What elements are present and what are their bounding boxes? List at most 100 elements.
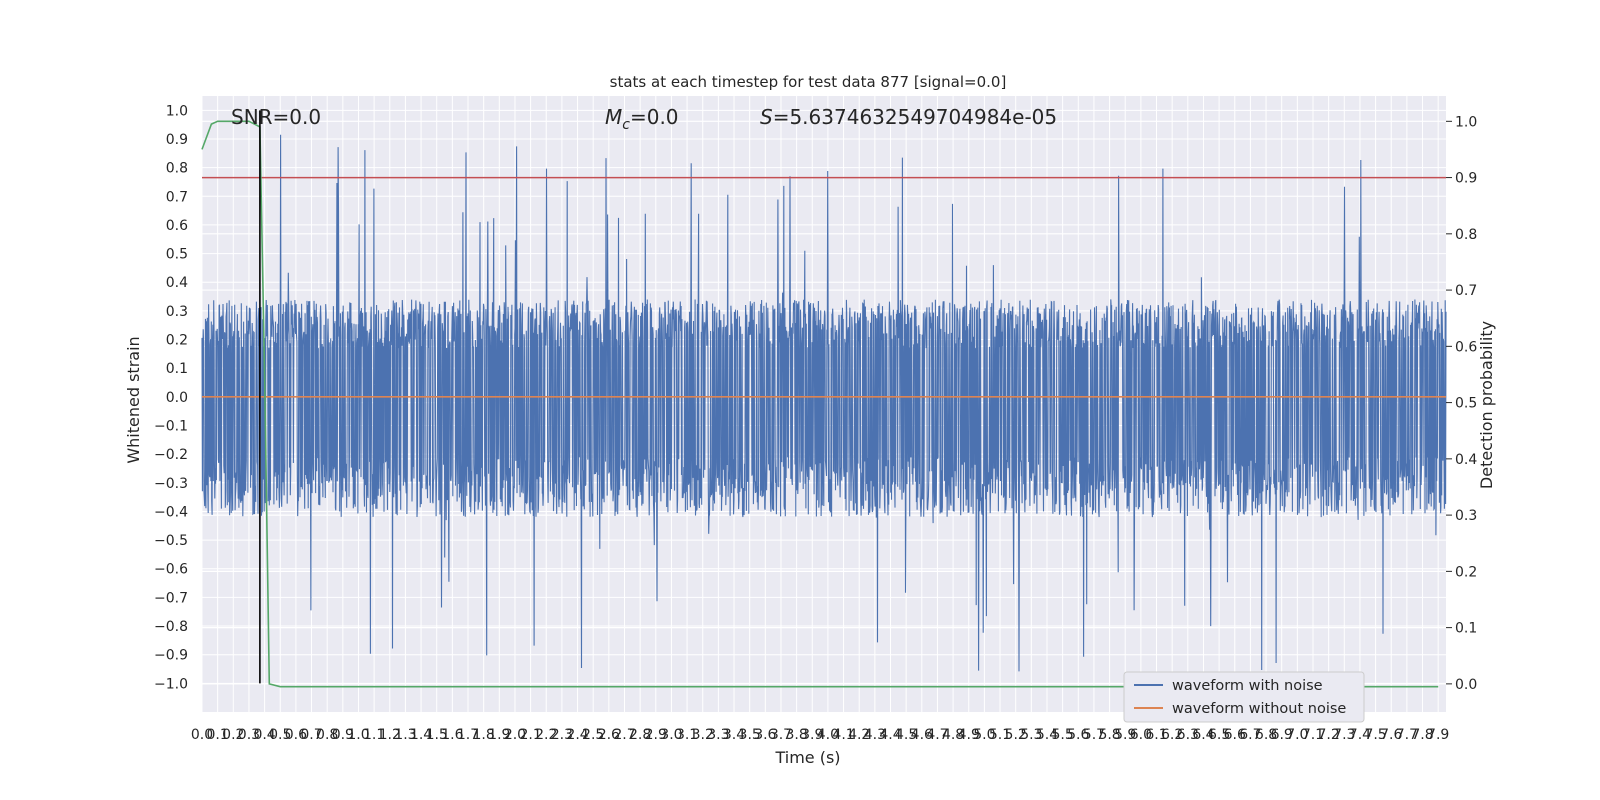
x-tick-label: 6.1	[1145, 727, 1167, 743]
snr-annotation: SNR=0.0	[231, 105, 321, 129]
x-tick-label: 3.5	[739, 727, 761, 743]
waveform-with-noise-series	[201, 134, 1447, 672]
x-tick-label: 1.4	[410, 727, 432, 743]
x-tick-label: 3.0	[660, 727, 682, 743]
x-tick-label: 6.7	[1239, 727, 1261, 743]
y-tick-label: 0.1	[166, 361, 188, 377]
y-tick-label: −0.2	[154, 447, 188, 463]
x-tick-label: 0.6	[285, 727, 307, 743]
y2-tick-label: 0.8	[1455, 227, 1477, 243]
x-tick-label: 4.5	[895, 727, 917, 743]
x-tick-label: 5.6	[1067, 727, 1089, 743]
x-tick-label: 2.4	[566, 727, 588, 743]
y-tick-label: −0.3	[154, 476, 188, 492]
y-tick-label: 0.3	[166, 304, 188, 320]
x-tick-label: 1.8	[473, 727, 495, 743]
y2-tick-label: 0.3	[1455, 508, 1477, 524]
y-tick-label: 1.0	[166, 103, 188, 119]
mc-value: =0.0	[630, 105, 679, 129]
x-tick-label: 5.2	[1005, 727, 1027, 743]
x-tick-label: 3.7	[770, 727, 792, 743]
legend-label-with-noise: waveform with noise	[1172, 678, 1323, 694]
x-tick-label: 3.6	[754, 727, 776, 743]
y2-tick-label: 0.2	[1455, 564, 1477, 580]
x-tick-label: 7.0	[1286, 727, 1308, 743]
x-tick-label: 1.1	[363, 727, 385, 743]
x-tick-label: 4.6	[911, 727, 933, 743]
chart-title: stats at each timestep for test data 877…	[610, 73, 1007, 91]
x-tick-label: 3.1	[676, 727, 698, 743]
y2-tick-labels: 1.0 0.9 0.8 0.7 0.6 0.5 0.4 0.3 0.2 0.1 0.0	[1446, 114, 1477, 693]
y2-tick-label: 0.0	[1455, 677, 1477, 693]
x-tick-label: 4.0	[817, 727, 839, 743]
x-tick-label: 2.3	[551, 727, 573, 743]
s-annotation: S=5.6374632549704984e-05	[760, 105, 1057, 129]
s-value: =5.6374632549704984e-05	[773, 105, 1057, 129]
x-tick-label: 4.4	[879, 727, 901, 743]
y2-tick-label: 0.5	[1455, 396, 1477, 412]
x-tick-label: 5.3	[1020, 727, 1042, 743]
x-tick-label: 5.4	[1036, 727, 1058, 743]
x-tick-label: 7.9	[1427, 727, 1449, 743]
y-tick-label: 0.7	[166, 189, 188, 205]
y-tick-label: −0.5	[154, 533, 188, 549]
y2-tick-label: 1.0	[1455, 114, 1477, 130]
x-tick-label: 2.9	[645, 727, 667, 743]
y2-tick-label: 0.7	[1455, 283, 1477, 299]
x-tick-label: 7.8	[1411, 727, 1433, 743]
y-tick-label: −0.1	[154, 418, 188, 434]
x-tick-label: 2.7	[613, 727, 635, 743]
x-tick-label: 4.9	[958, 727, 980, 743]
x-tick-label: 1.3	[394, 727, 416, 743]
x-tick-labels: 0.00.10.20.30.40.50.60.70.80.91.01.11.21…	[191, 727, 1449, 743]
y-tick-label: 0.5	[166, 247, 188, 263]
y-tick-label: 0.2	[166, 333, 188, 349]
x-tick-label: 6.2	[1161, 727, 1183, 743]
x-tick-label: 1.7	[457, 727, 479, 743]
legend: waveform with noise waveform without noi…	[1123, 671, 1365, 723]
x-tick-label: 7.3	[1333, 727, 1355, 743]
x-tick-label: 6.9	[1271, 727, 1293, 743]
y-axis-label: Whitened strain	[124, 336, 143, 463]
x-axis-label: Time (s)	[774, 748, 840, 767]
legend-box	[1123, 671, 1365, 723]
x-tick-label: 5.8	[1098, 727, 1120, 743]
x-tick-label: 7.1	[1302, 727, 1324, 743]
x-tick-label: 6.0	[1130, 727, 1152, 743]
x-tick-label: 4.8	[942, 727, 964, 743]
mc-symbol: M	[605, 105, 622, 129]
x-tick-label: 4.2	[848, 727, 870, 743]
x-tick-label: 7.5	[1364, 727, 1386, 743]
y-tick-label: −0.8	[154, 619, 188, 635]
x-tick-label: 1.5	[426, 727, 448, 743]
x-tick-label: 4.1	[832, 727, 854, 743]
y-tick-label: 0.4	[166, 275, 188, 291]
x-tick-label: 5.7	[1083, 727, 1105, 743]
detection-probability-line	[201, 120, 1439, 688]
y-tick-labels: 1.0 0.9 0.8 0.7 0.6 0.5 0.4 0.3 0.2 0.1 0.0 −0.1 −0.…	[154, 103, 188, 692]
x-tick-label: 3.4	[723, 727, 745, 743]
x-tick-label: 3.9	[801, 727, 823, 743]
overlays	[201, 110, 1446, 688]
y-tick-label: 0.0	[166, 390, 188, 406]
legend-label-without-noise: waveform without noise	[1172, 701, 1346, 717]
y2-tick-label: 0.6	[1455, 339, 1477, 355]
x-tick-label: 6.3	[1177, 727, 1199, 743]
x-tick-label: 0.4	[253, 727, 275, 743]
y2-tick-label: 0.9	[1455, 171, 1477, 187]
x-tick-label: 0.1	[207, 727, 229, 743]
x-tick-label: 0.8	[316, 727, 338, 743]
x-tick-label: 0.9	[332, 727, 354, 743]
x-tick-label: 0.2	[222, 727, 244, 743]
x-tick-label: 7.2	[1318, 727, 1340, 743]
x-tick-label: 0.5	[269, 727, 291, 743]
x-tick-label: 7.7	[1396, 727, 1418, 743]
x-tick-label: 5.9	[1114, 727, 1136, 743]
x-tick-label: 6.5	[1208, 727, 1230, 743]
x-tick-label: 4.7	[926, 727, 948, 743]
x-tick-label: 1.2	[379, 727, 401, 743]
mc-annotation: Mc=0.0	[605, 105, 679, 133]
x-tick-label: 5.1	[989, 727, 1011, 743]
y-tick-label: 0.8	[166, 161, 188, 177]
s-symbol: S	[760, 105, 773, 129]
